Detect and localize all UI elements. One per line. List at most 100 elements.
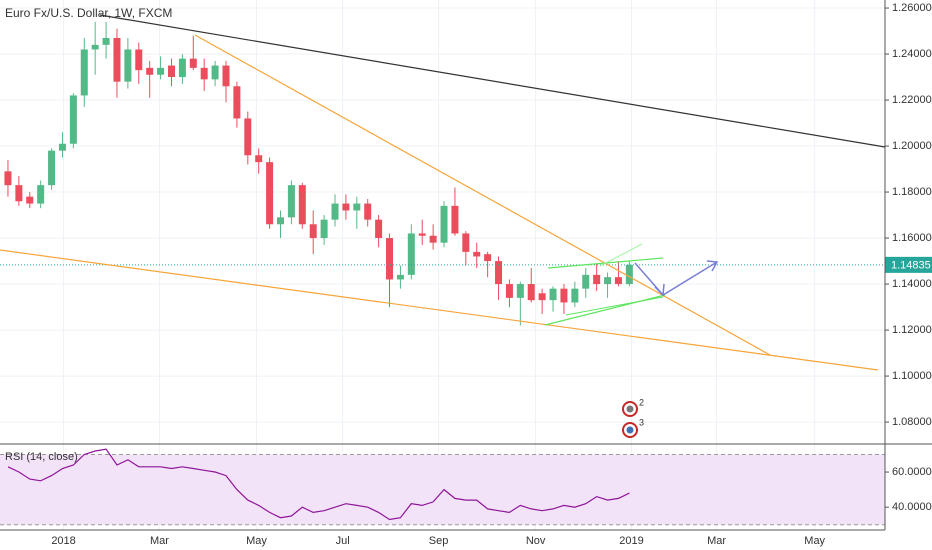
y-tick-label: 1.12000 — [892, 324, 932, 336]
level-band — [0, 454, 885, 525]
last-price-box — [885, 256, 932, 273]
candle-body — [396, 274, 404, 280]
candle-body — [505, 284, 513, 298]
panes — [0, 21, 885, 526]
arrow-head — [706, 260, 719, 272]
candle-body — [146, 67, 154, 75]
badge-count: 2 — [639, 397, 644, 407]
candle-body — [244, 118, 252, 156]
trend-line — [99, 14, 886, 148]
drawings — [0, 14, 886, 371]
candle-body — [200, 67, 208, 80]
trend-line — [565, 296, 664, 316]
candle-body — [80, 49, 88, 96]
x-tick-label: Jul — [336, 535, 350, 547]
candle-body — [625, 264, 633, 285]
candle-body — [560, 288, 568, 303]
indicator-title: RSI (14, close) — [5, 451, 78, 463]
candle-body — [113, 37, 121, 82]
x-tick-label: 2018 — [51, 535, 75, 547]
candle-body — [233, 86, 241, 119]
y-tick-label: 60.0000 — [892, 466, 932, 478]
candle-body — [37, 185, 45, 204]
candle-body — [462, 233, 470, 252]
candle-body — [167, 65, 175, 78]
candle-body — [495, 261, 503, 285]
x-tick-label: May — [804, 535, 825, 547]
candle-body — [516, 284, 524, 298]
candle-body — [364, 203, 372, 220]
x-tick-label: May — [246, 535, 267, 547]
y-tick-label: 1.18000 — [892, 186, 932, 198]
candle-body — [451, 205, 459, 234]
candle-body — [614, 277, 622, 285]
candle-body — [69, 95, 77, 144]
candle-body — [386, 238, 394, 280]
x-tick-label: Mar — [150, 535, 169, 547]
x-tick-label: Sep — [429, 535, 449, 547]
candle-body — [255, 155, 263, 163]
candle-body — [571, 288, 579, 303]
candle-body — [124, 49, 132, 82]
candle-body — [320, 219, 328, 239]
x-tick-label: Nov — [526, 535, 546, 547]
candle-body — [593, 274, 601, 285]
candle-body — [15, 185, 23, 202]
candle-body — [211, 65, 219, 80]
candle-body — [135, 49, 143, 71]
y-tick-label: 1.16000 — [892, 232, 932, 244]
candle-body — [178, 58, 186, 78]
badge-icon — [626, 426, 634, 434]
candle-body — [309, 224, 317, 239]
y-tick-label: 1.14000 — [892, 278, 932, 290]
y-tick-label: 1.22000 — [892, 94, 932, 106]
candle-body — [582, 274, 590, 289]
arrow-head — [654, 283, 665, 297]
candle-body — [58, 143, 66, 151]
event-badges: 2 3 — [622, 397, 644, 438]
candle-body — [4, 171, 12, 186]
candle-body — [418, 233, 426, 236]
last-price-label: 1.14835 — [891, 259, 931, 271]
candle-body — [287, 185, 295, 218]
candle-body — [407, 233, 415, 275]
candle-body — [429, 235, 437, 243]
y-tick-label: 1.10000 — [892, 370, 932, 382]
candle-body — [298, 185, 306, 225]
candle-body — [266, 162, 274, 225]
x-tick-label: 2019 — [619, 535, 643, 547]
candle-body — [527, 284, 535, 301]
y-tick-label: 1.26000 — [892, 2, 932, 14]
trend-line — [0, 249, 879, 371]
candle-body — [222, 65, 230, 87]
y-tick-label: 1.08000 — [892, 416, 932, 428]
candle-body — [331, 203, 339, 220]
candle-body — [26, 196, 34, 204]
candle-body — [91, 44, 99, 50]
badge-count: 3 — [639, 417, 644, 427]
chart-title: Euro Fx/U.S. Dollar, 1W, FXCM — [5, 6, 172, 20]
trend-line — [194, 34, 771, 356]
candle-body — [189, 58, 197, 68]
candle-body — [353, 203, 361, 211]
candle-body — [342, 203, 350, 211]
candle-body — [102, 37, 110, 45]
candle-body — [277, 217, 285, 225]
y-tick-label: 40.0000 — [892, 501, 932, 513]
candle-body — [157, 67, 165, 75]
candle-body — [484, 254, 492, 262]
candle-body — [549, 288, 557, 301]
trend-line — [599, 243, 643, 267]
candle-body — [604, 277, 612, 285]
candle-body — [440, 205, 448, 243]
candle-body — [48, 150, 56, 186]
y-tick-label: 1.20000 — [892, 140, 932, 152]
candle-body — [375, 219, 383, 239]
y-tick-label: 1.24000 — [892, 48, 932, 60]
badge-icon — [626, 405, 634, 413]
candle-body — [473, 251, 481, 257]
candle-body — [538, 293, 546, 301]
x-tick-label: Mar — [707, 535, 726, 547]
indicator-line — [7, 448, 630, 521]
